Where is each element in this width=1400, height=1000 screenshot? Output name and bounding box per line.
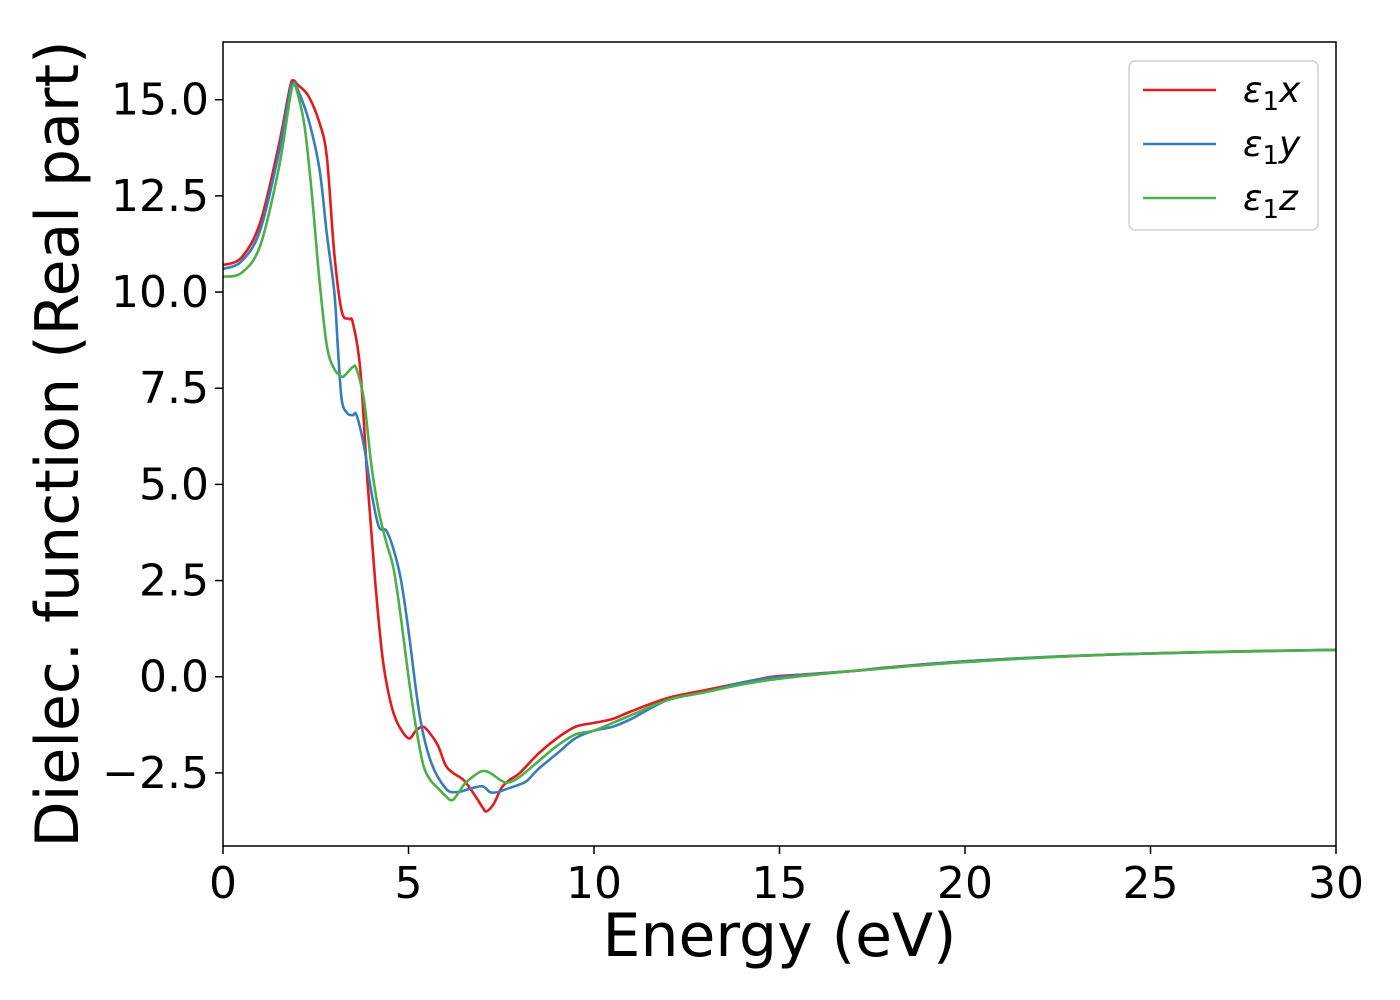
x-tick-label: 15	[752, 858, 808, 909]
x-tick-label: 0	[209, 858, 237, 909]
y-tick-label: 15.0	[111, 75, 209, 126]
x-tick-label: 10	[566, 858, 622, 909]
x-tick-label: 5	[395, 858, 423, 909]
x-axis-label: Energy (eV)	[603, 901, 957, 971]
y-tick-label: 7.5	[139, 363, 209, 414]
x-axis: 0 5 10 15 20 25 30	[209, 846, 1364, 909]
y-tick-label: 2.5	[139, 556, 209, 607]
x-tick-label: 30	[1308, 858, 1364, 909]
series-line-z	[223, 82, 1336, 802]
x-tick-label: 25	[1123, 858, 1179, 909]
legend: ε1x ε1y ε1z	[1128, 60, 1319, 231]
legend-label-z: ε1z	[1243, 178, 1299, 225]
y-axis-label: Dielec. function (Real part)	[23, 41, 93, 848]
y-tick-label: 5.0	[139, 459, 209, 510]
y-tick-label: −2.5	[102, 748, 209, 799]
legend-box	[1128, 60, 1319, 231]
legend-label-y: ε1y	[1243, 124, 1301, 171]
legend-label-x: ε1x	[1243, 70, 1301, 117]
plot-area	[222, 41, 1337, 847]
x-tick-label: 20	[937, 858, 993, 909]
y-tick-label: 0.0	[139, 652, 209, 703]
y-axis: −2.5 0.0 2.5 5.0 7.5 10.0 12.5 15.0	[102, 75, 223, 799]
y-tick-label: 10.0	[111, 267, 209, 318]
y-tick-label: 12.5	[111, 171, 209, 222]
series-layer	[223, 79, 1336, 813]
